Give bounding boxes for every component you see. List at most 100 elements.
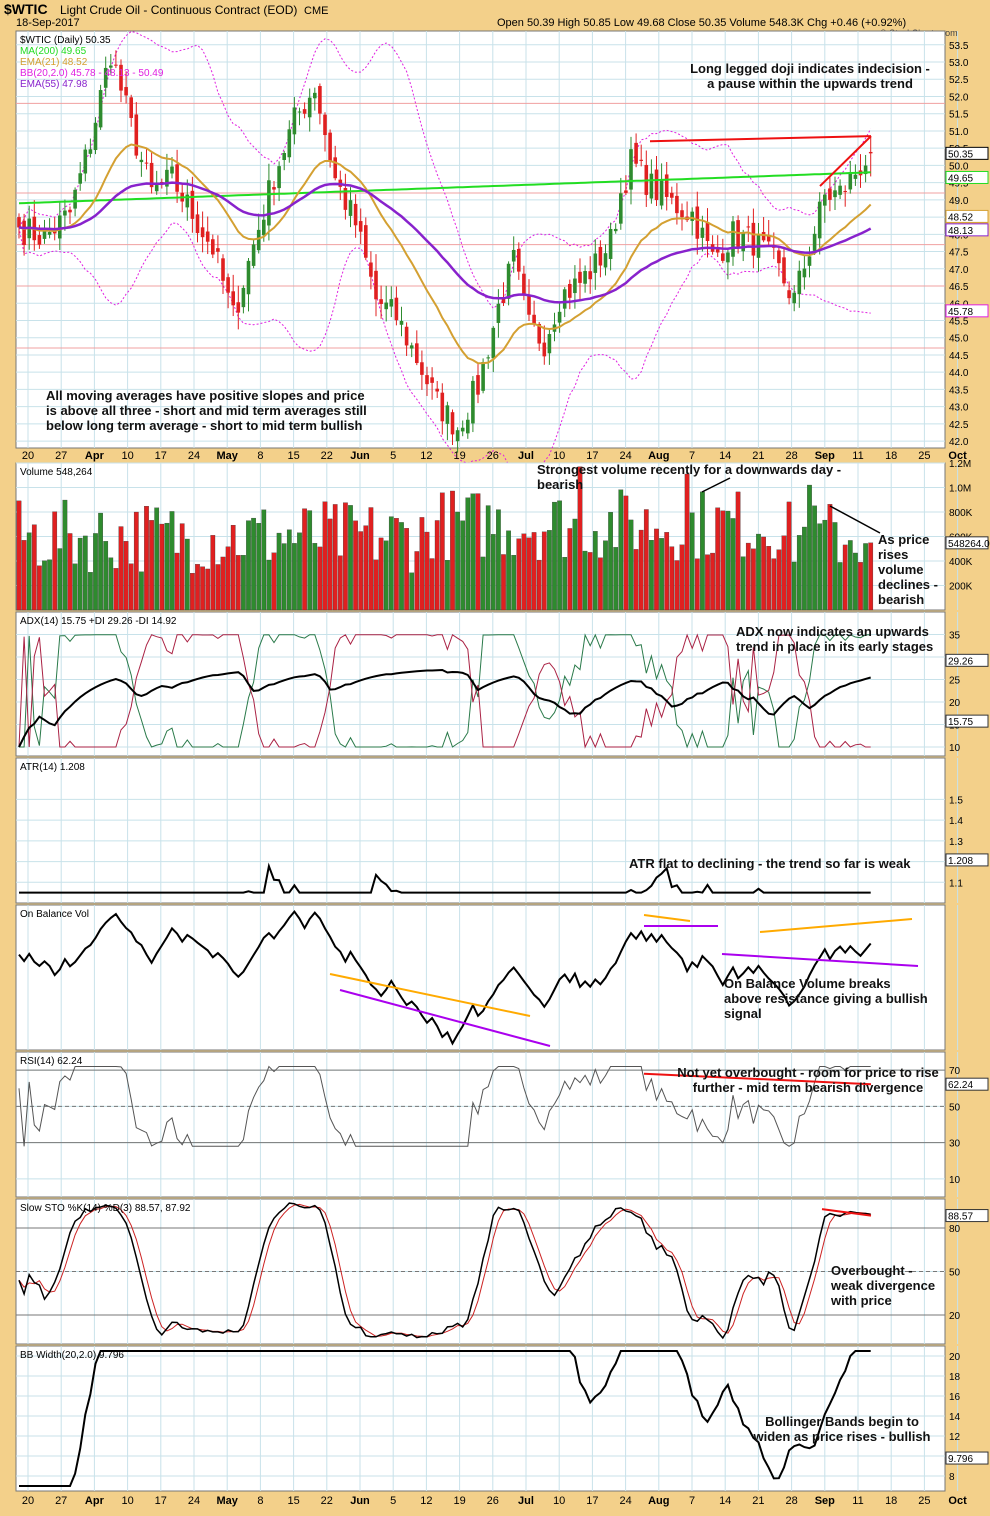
candle-body bbox=[333, 157, 337, 179]
volume-bar bbox=[88, 572, 93, 611]
candle-body bbox=[807, 256, 812, 266]
volume-bar bbox=[399, 522, 404, 611]
x-tick-label: 12 bbox=[420, 450, 432, 462]
candle-body bbox=[195, 214, 200, 234]
x-tick-label: 24 bbox=[619, 1495, 631, 1507]
value-tag: 548264.0 bbox=[948, 539, 990, 550]
volume-bar bbox=[501, 554, 506, 611]
value-tag: 9.796 bbox=[948, 1454, 973, 1465]
volume-bar bbox=[312, 543, 318, 611]
candle-body bbox=[430, 377, 434, 383]
y-tick-label: 12 bbox=[949, 1432, 961, 1443]
candle-body bbox=[766, 235, 771, 242]
candle-body bbox=[98, 90, 103, 128]
volume-bar bbox=[674, 560, 680, 611]
sto-d-line bbox=[18, 1203, 871, 1338]
value-tag: 48.13 bbox=[948, 226, 973, 237]
volume-bar bbox=[52, 511, 58, 611]
candle-body bbox=[823, 194, 827, 206]
volume-bar bbox=[139, 571, 144, 611]
volume-bar bbox=[302, 508, 307, 611]
x-tick-label: 8 bbox=[257, 450, 263, 462]
minus-di-line bbox=[18, 633, 871, 749]
annotation-text: widen as price rises - bullish bbox=[752, 1429, 930, 1444]
value-tag: 62.24 bbox=[948, 1080, 973, 1091]
candle-body bbox=[73, 189, 77, 209]
x-tick-label: 20 bbox=[22, 450, 34, 462]
x-tick-label: 28 bbox=[785, 1495, 797, 1507]
volume-bar bbox=[16, 500, 22, 611]
candle-body bbox=[603, 253, 608, 268]
volume-bar bbox=[378, 537, 384, 611]
candle-body bbox=[761, 231, 766, 241]
candle-body bbox=[277, 166, 281, 189]
annotation-text: Bollinger Bands begin to bbox=[765, 1414, 919, 1429]
x-tick-label: Sep bbox=[815, 1495, 835, 1507]
volume-bar bbox=[195, 564, 200, 611]
candle-body bbox=[511, 249, 516, 262]
candle-body bbox=[58, 215, 62, 239]
candle-body bbox=[695, 206, 700, 239]
volume-bar bbox=[603, 540, 608, 611]
candle-body bbox=[42, 230, 47, 239]
support-line bbox=[721, 953, 919, 967]
annotation-text: On Balance Volume breaks bbox=[724, 976, 891, 991]
annotation-text: trend in place in its early stages bbox=[736, 639, 933, 654]
candle-body bbox=[348, 200, 353, 216]
y-tick-label: 10 bbox=[949, 743, 961, 754]
candle-body bbox=[404, 326, 409, 346]
candle-body bbox=[588, 271, 592, 280]
x-tick-label: 10 bbox=[553, 450, 565, 462]
candle-body bbox=[251, 244, 256, 266]
annotation-text: ATR flat to declining - the trend so far… bbox=[629, 856, 911, 871]
x-tick-label: 5 bbox=[390, 450, 396, 462]
y-tick-label: 35 bbox=[949, 631, 961, 642]
candle-body bbox=[812, 233, 817, 251]
volume-bar bbox=[235, 555, 241, 611]
volume-bar bbox=[751, 548, 756, 611]
candle-body bbox=[190, 190, 195, 219]
y-tick-label: 8 bbox=[949, 1472, 955, 1483]
volume-bar bbox=[592, 531, 598, 611]
rsi-panel: 70 50 30 10 RSI(14) 62.24 62.24 Not yet overbo… bbox=[16, 1052, 989, 1197]
y-tick-label: 1.2M bbox=[949, 459, 971, 470]
value-tag-box bbox=[945, 209, 989, 223]
volume-bar bbox=[791, 561, 797, 611]
x-tick-label: 15 bbox=[287, 1495, 299, 1507]
value-tag-box bbox=[945, 1209, 989, 1223]
candle-body bbox=[460, 427, 465, 432]
adx-line bbox=[18, 668, 871, 748]
candle-body bbox=[343, 188, 348, 210]
volume-bar bbox=[868, 542, 874, 611]
value-tag: 88.57 bbox=[948, 1212, 973, 1223]
candle-body bbox=[165, 169, 169, 187]
candle-body bbox=[496, 303, 501, 323]
y-tick-label: 80 bbox=[949, 1224, 961, 1235]
rsi-line bbox=[18, 1065, 871, 1147]
obv-panel: On Balance Vol On Balance Volume breaksab… bbox=[18, 905, 959, 1050]
volume-bar bbox=[93, 533, 98, 611]
volume-bar bbox=[388, 516, 394, 611]
volume-bar bbox=[133, 511, 139, 611]
x-tick-label: 8 bbox=[257, 1495, 263, 1507]
volume-bar bbox=[230, 524, 236, 611]
obv-line bbox=[18, 909, 872, 1046]
volume-bar bbox=[649, 540, 654, 611]
x-tick-label: 7 bbox=[689, 1495, 695, 1507]
x-tick-label: May bbox=[216, 450, 238, 462]
y-tick-label: 43.0 bbox=[949, 403, 969, 414]
candle-body bbox=[389, 299, 394, 307]
atr-line bbox=[19, 862, 871, 894]
legend-entry: MA(200) 49.65 bbox=[20, 46, 87, 57]
volume-bar bbox=[307, 510, 313, 611]
volume-bar bbox=[465, 497, 471, 611]
value-tag-box bbox=[945, 170, 989, 184]
volume-bar bbox=[455, 511, 460, 611]
volume-bar bbox=[684, 473, 690, 611]
candle-body bbox=[216, 248, 220, 252]
volume-bar bbox=[842, 544, 848, 611]
volume-bar bbox=[735, 491, 741, 611]
candle-body bbox=[751, 222, 756, 256]
volume-bar bbox=[383, 540, 389, 611]
